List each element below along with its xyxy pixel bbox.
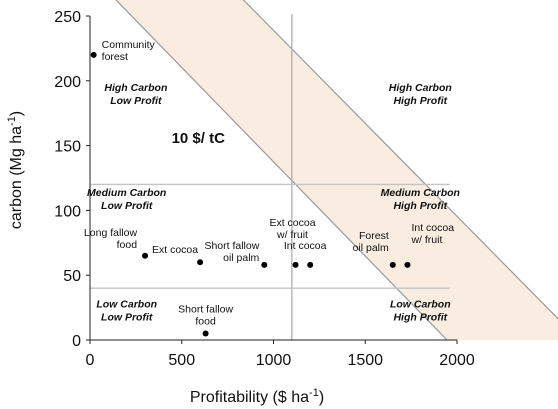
y-tick-label-50: 50 (63, 268, 81, 285)
data-point-4 (292, 261, 299, 268)
x-tick-label-2000: 2000 (439, 352, 475, 369)
quadrant-label-4: Low Carbon Low Profit (96, 299, 157, 324)
data-point-8 (202, 330, 209, 337)
point-label-3: Short fallow oil palm (204, 240, 259, 264)
point-label-5: Int cocoa (284, 240, 327, 252)
label-layer: 10 $/ tC High Carbon Low Profit High Carbon… (84, 39, 460, 328)
data-point-0 (90, 51, 97, 58)
quadrant-label-1: High Carbon High Profit (389, 82, 452, 107)
data-point-2 (197, 259, 204, 266)
quadrant-label-0: High Carbon Low Profit (104, 82, 167, 107)
data-point-3 (261, 261, 268, 268)
price-band (115, 0, 558, 340)
quadrant-label-3: Medium Carbon High Profit (381, 187, 460, 212)
point-label-1: Long fallow food (84, 227, 138, 251)
quadrant-label-5: Low Carbon High Profit (390, 299, 451, 324)
data-point-7 (404, 261, 411, 268)
data-point-6 (389, 261, 396, 268)
x-tick-label-0: 0 (86, 352, 95, 369)
divider-layer (90, 14, 450, 340)
point-label-0: Community forest (102, 39, 156, 63)
y-tick-label-150: 150 (54, 139, 81, 156)
band-layer (115, 0, 558, 340)
x-tick-label-1000: 1000 (256, 352, 292, 369)
data-point-5 (307, 261, 314, 268)
y-axis-title: carbon (Mg ha-1) (6, 111, 25, 229)
y-tick-label-0: 0 (72, 333, 81, 350)
point-label-8: Short fallow food (178, 304, 233, 328)
band-label: 10 $/ tC (172, 130, 226, 147)
y-tick-label-100: 100 (54, 203, 81, 220)
axis-layer: 0 50 100 150 200 250 0 500 1000 1500 2000 (54, 9, 475, 369)
quadrant-label-2: Medium Carbon Low Profit (87, 187, 166, 212)
y-tick-label-250: 250 (54, 9, 81, 26)
x-tick-label-1500: 1500 (347, 352, 383, 369)
y-tick-label-200: 200 (54, 74, 81, 91)
point-label-4: Ext cocoa w/ fruit (269, 217, 315, 241)
point-label-6: Forest oil palm (353, 230, 389, 254)
point-layer (90, 51, 411, 337)
x-tick-label-500: 500 (168, 352, 195, 369)
x-axis-title: Profitability ($ ha-1) (190, 387, 324, 406)
point-label-2: Ext cocoa (152, 244, 198, 256)
data-point-1 (142, 252, 149, 259)
point-label-7: Int cocoa w/ fruit (410, 222, 454, 246)
